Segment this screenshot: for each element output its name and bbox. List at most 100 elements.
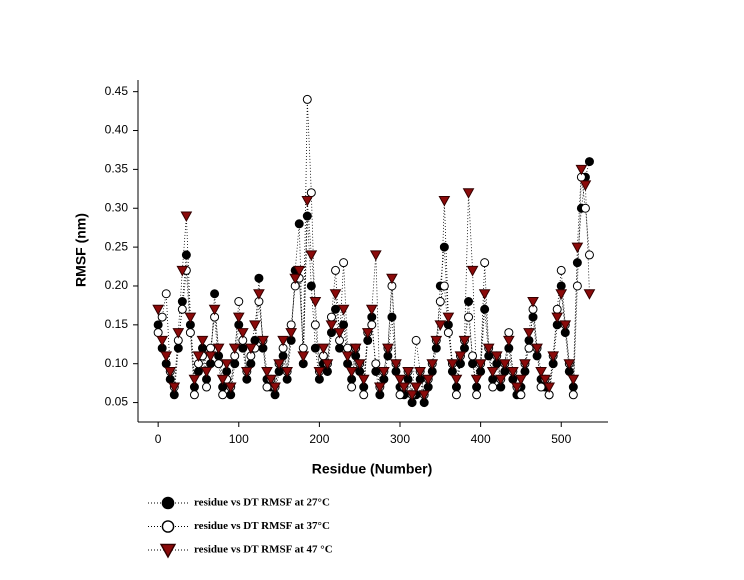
point xyxy=(298,343,308,353)
point xyxy=(584,250,594,260)
point xyxy=(531,343,543,355)
point xyxy=(184,312,197,324)
point xyxy=(480,304,490,314)
point xyxy=(152,304,165,316)
x-tick-label: 500 xyxy=(551,432,571,446)
point xyxy=(422,374,435,386)
y-tick-label: 0.30 xyxy=(105,200,129,214)
point xyxy=(185,328,195,338)
point xyxy=(418,390,431,401)
point xyxy=(563,359,576,370)
point xyxy=(273,359,285,370)
point xyxy=(339,258,349,268)
point xyxy=(353,359,366,370)
point xyxy=(543,382,555,394)
point xyxy=(556,281,566,291)
point xyxy=(331,265,341,275)
y-tick-label: 0.35 xyxy=(105,162,129,176)
point xyxy=(555,289,568,300)
point xyxy=(502,335,515,347)
point xyxy=(572,281,582,291)
point xyxy=(253,289,265,300)
point xyxy=(309,297,322,308)
point xyxy=(527,297,539,308)
series-line xyxy=(157,99,590,397)
point xyxy=(232,312,245,324)
point xyxy=(331,304,341,314)
point xyxy=(446,359,459,370)
point xyxy=(177,297,187,307)
point xyxy=(262,382,272,392)
point xyxy=(349,343,362,355)
point xyxy=(228,343,241,355)
point xyxy=(192,351,205,362)
point xyxy=(306,281,316,291)
point xyxy=(286,320,296,330)
x-tick-label: 200 xyxy=(309,432,329,446)
point xyxy=(310,320,320,330)
point xyxy=(230,359,240,369)
point xyxy=(462,188,475,199)
point xyxy=(365,304,378,316)
point xyxy=(367,320,377,330)
point xyxy=(208,304,221,316)
point xyxy=(474,359,487,370)
point xyxy=(240,366,253,378)
point xyxy=(438,195,451,207)
point xyxy=(411,335,421,345)
point xyxy=(176,265,189,277)
point xyxy=(302,94,312,104)
point xyxy=(277,335,289,347)
point xyxy=(177,304,187,314)
point xyxy=(281,366,293,378)
point xyxy=(552,304,562,314)
y-tick-label: 0.45 xyxy=(105,84,129,98)
point xyxy=(507,366,519,378)
point xyxy=(220,359,233,370)
point xyxy=(458,335,471,347)
point xyxy=(294,219,304,229)
x-tick-label: 100 xyxy=(229,432,249,446)
y-tick-label: 0.15 xyxy=(105,317,129,331)
point xyxy=(245,343,257,355)
point xyxy=(584,157,594,167)
point xyxy=(369,250,382,261)
point xyxy=(305,250,318,261)
point xyxy=(285,328,298,339)
point xyxy=(345,366,358,378)
point xyxy=(398,382,410,394)
point xyxy=(414,366,427,378)
y-tick-label: 0.20 xyxy=(105,278,129,292)
point xyxy=(394,374,406,386)
point xyxy=(321,359,334,370)
point xyxy=(551,312,564,324)
point xyxy=(539,374,551,386)
point xyxy=(333,328,346,339)
point xyxy=(347,382,357,392)
point xyxy=(293,265,306,277)
point xyxy=(468,359,478,369)
point xyxy=(435,297,445,307)
point xyxy=(193,366,203,376)
point xyxy=(390,359,402,370)
point xyxy=(494,374,507,386)
point xyxy=(406,390,418,401)
x-tick-label: 300 xyxy=(390,432,410,446)
point xyxy=(583,289,596,300)
point xyxy=(326,312,336,322)
point xyxy=(301,195,314,207)
point xyxy=(173,343,183,353)
point xyxy=(297,351,310,362)
point xyxy=(466,265,479,277)
point xyxy=(224,382,237,394)
point xyxy=(335,343,345,353)
point xyxy=(472,390,482,400)
point xyxy=(426,359,439,370)
point xyxy=(261,366,273,378)
point xyxy=(430,335,443,347)
x-tick-label: 0 xyxy=(155,432,162,446)
point xyxy=(470,374,483,386)
point xyxy=(535,366,547,378)
point xyxy=(236,328,249,339)
point xyxy=(478,289,491,300)
